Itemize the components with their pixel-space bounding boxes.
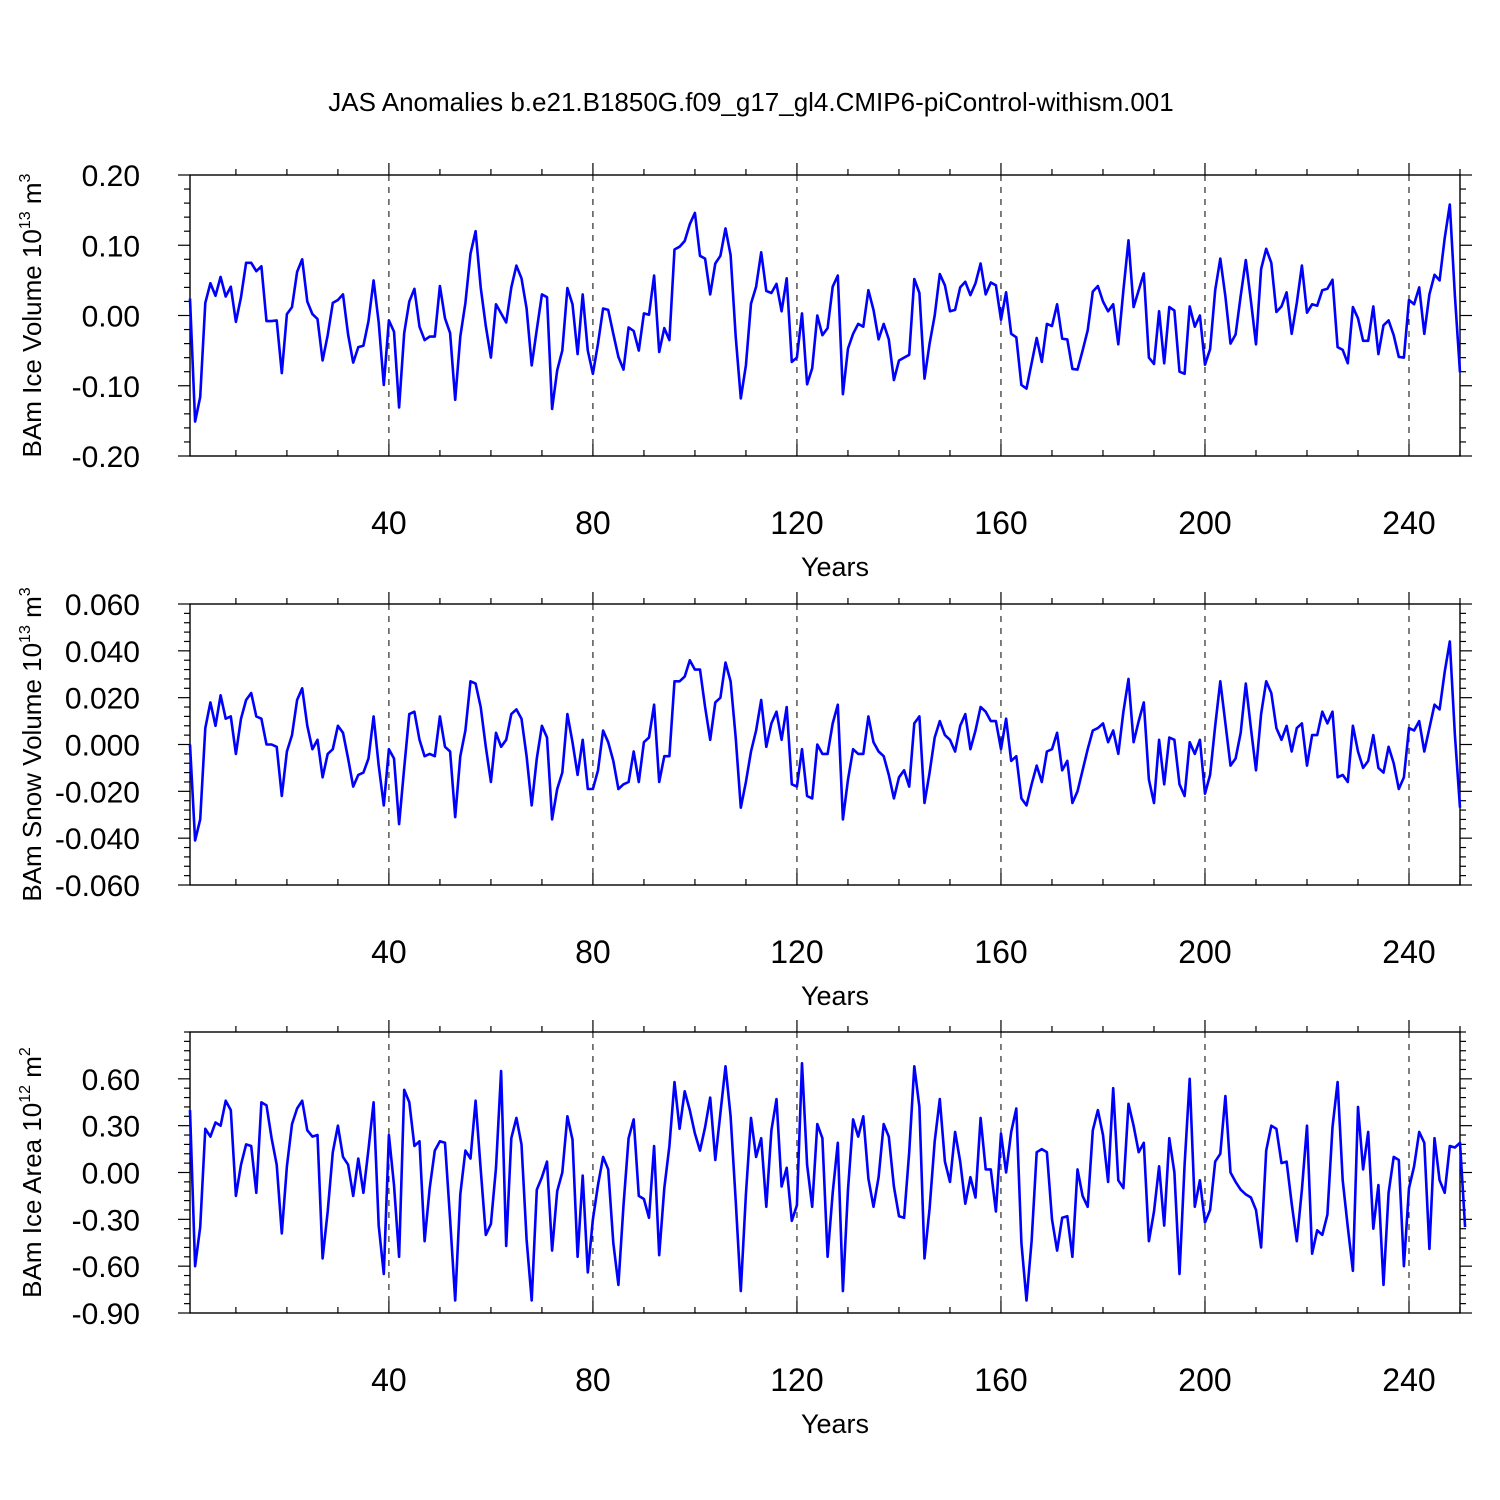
x-tick-label: 200 [1178,934,1231,970]
x-tick-label: 40 [371,1362,407,1398]
y-tick-label: -0.10 [72,371,140,404]
series-line [188,1061,1467,1302]
y-tick-label: 0.00 [82,1158,140,1191]
x-tick-label: 80 [575,505,611,541]
x-tick-label: 240 [1382,505,1435,541]
y-tick-label: -0.040 [55,823,140,856]
x-tick-label: 120 [770,934,823,970]
y-tick-label: -0.020 [55,776,140,809]
x-tick-label: 160 [974,1362,1027,1398]
y-tick-label: -0.060 [55,870,140,903]
y-axis-label: BAm Snow Volume 1013 m3 [17,587,47,901]
x-tick-label: 120 [770,1362,823,1398]
y-axis-label: BAm Ice Area 1012 m2 [17,1047,47,1298]
x-axis-label: Years [801,1409,869,1439]
ice-volume-panel: 40 80 120 160 200 240 -0.20 -0.10 0.00 0.10 0.20 Ye… [17,160,1472,582]
x-tick-label: 160 [974,934,1027,970]
x-tick-label: 200 [1178,1362,1231,1398]
y-tick-label: 0.30 [82,1111,140,1144]
series-line [188,203,1462,423]
x-tick-label: 120 [770,505,823,541]
x-tick-label: 240 [1382,1362,1435,1398]
y-tick-label: -0.60 [72,1251,140,1284]
y-tick-label: 0.020 [65,683,140,716]
y-tick-label: 0.10 [82,230,140,263]
figure-title: JAS Anomalies b.e21.B1850G.f09_g17_gl4.C… [328,87,1173,117]
y-tick-label: 0.60 [82,1064,140,1097]
y-axis-label: BAm Ice Volume 1013 m3 [17,173,47,457]
x-tick-label: 240 [1382,934,1435,970]
snow-volume-panel: 40 80 120 160 200 240 -0.060 -0.040 -0.020 0.000 0… [17,587,1472,1011]
y-tick-label: 0.060 [65,589,140,622]
ice-area-panel: 40 80 120 160 200 240 -0.90 -0.60 -0.30 0.00 0.30 0… [17,1020,1472,1439]
plot-frame [189,174,1461,457]
y-tick-label: 0.00 [82,301,140,334]
x-tick-label: 160 [974,505,1027,541]
plot-frame [189,603,1461,886]
x-axis-label: Years [801,552,869,582]
x-tick-label: 80 [575,1362,611,1398]
x-tick-label: 40 [371,505,407,541]
y-tick-label: -0.20 [72,441,140,474]
y-tick-label: 0.040 [65,636,140,669]
y-tick-label: -0.30 [72,1204,140,1237]
y-tick-label: 0.000 [65,730,140,763]
series-line [188,640,1462,842]
x-tick-label: 80 [575,934,611,970]
y-tick-label: -0.90 [72,1298,140,1331]
x-tick-label: 40 [371,934,407,970]
x-axis-label: Years [801,981,869,1011]
x-tick-label: 200 [1178,505,1231,541]
y-tick-label: 0.20 [82,160,140,193]
